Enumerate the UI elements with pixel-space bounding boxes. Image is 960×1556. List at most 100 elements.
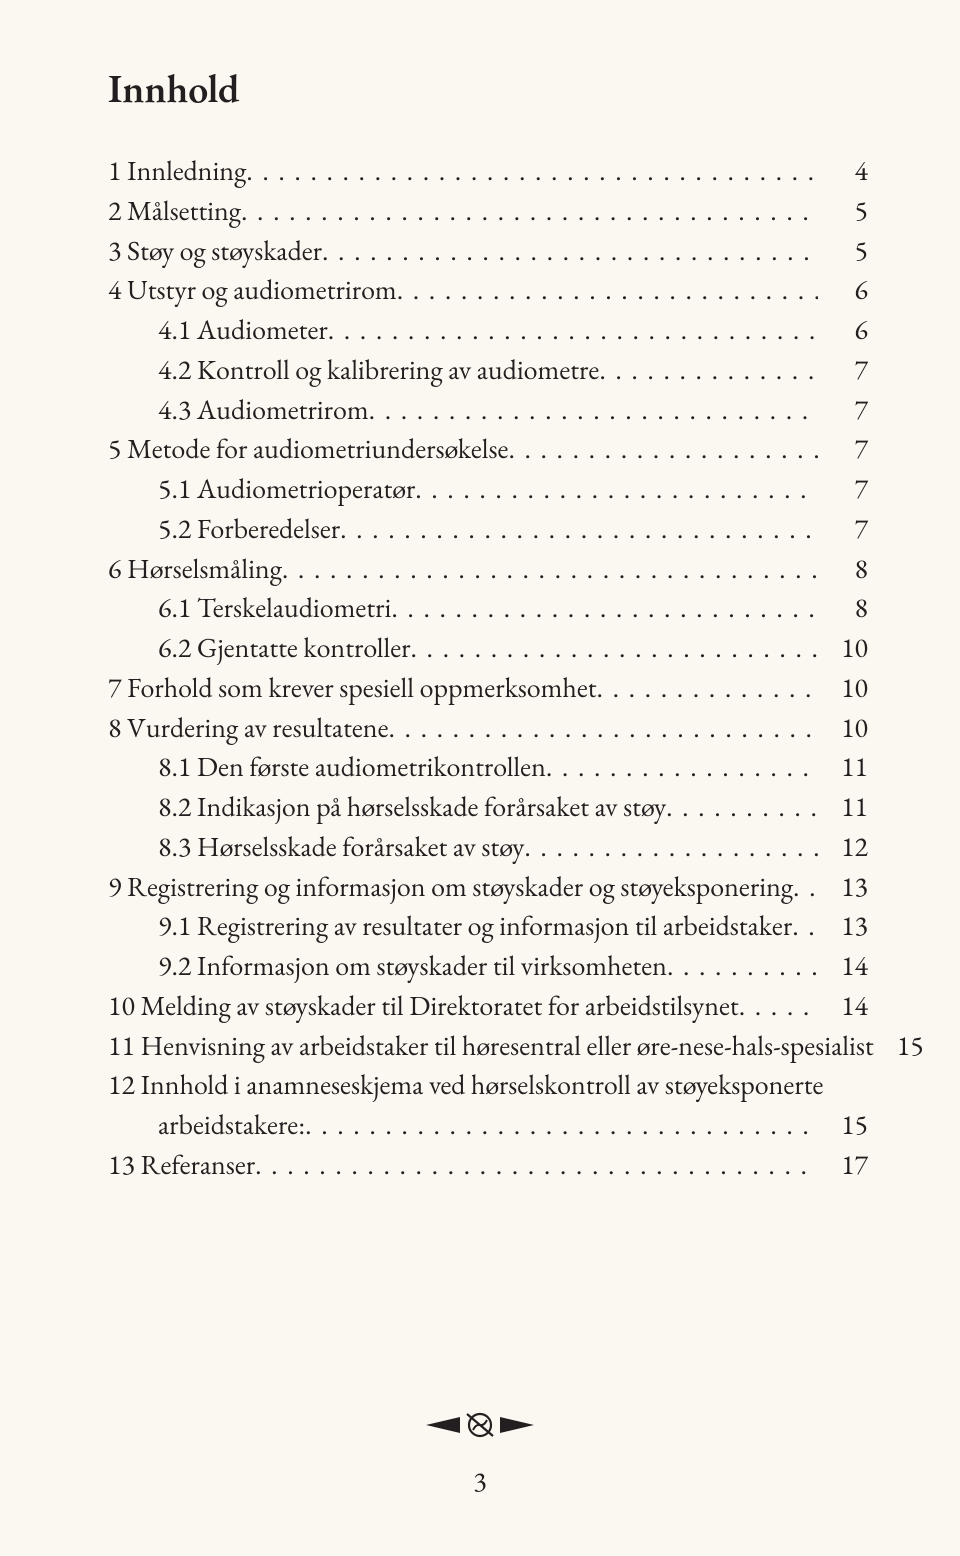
- toc-leader: [282, 550, 818, 590]
- toc-entry-page: 7: [818, 510, 868, 550]
- toc-entry-label: Terskelaudiometri: [197, 589, 391, 629]
- toc-entry-page: 14: [818, 947, 868, 987]
- toc-entry-page: 11: [818, 788, 868, 828]
- toc-entry-label: Hørselsskade forårsaket av støy: [197, 828, 524, 868]
- toc-entry-number: 3: [108, 232, 127, 272]
- toc-leader: [599, 351, 818, 391]
- toc-entry: 2 Målsetting5: [108, 192, 868, 232]
- toc-leader: [246, 152, 818, 192]
- page-ornament: [0, 1411, 960, 1444]
- toc-entry-number: 8.1: [108, 748, 197, 788]
- toc-entry-label: Den første audiometrikontrollen: [197, 748, 546, 788]
- toc-entry: 5 Metode for audiometriundersøkelse 7: [108, 430, 868, 470]
- toc-leader: [739, 987, 818, 1027]
- toc-entry-page: 10: [818, 669, 868, 709]
- toc-entry-number: 8.3: [108, 828, 197, 868]
- toc-entry-page: 11: [818, 748, 868, 788]
- toc-entry-label: Informasjon om støyskader til virksomhet…: [197, 947, 667, 987]
- toc-entry: 8.3 Hørselsskade forårsaket av støy12: [108, 828, 868, 868]
- toc-entry: 4.2 Kontroll og kalibrering av audiometr…: [108, 351, 868, 391]
- toc-leader: [666, 788, 818, 828]
- toc-entry: 3 Støy og støyskader5: [108, 232, 868, 272]
- document-page: Innhold 1 Innledning42 Målsetting53 Støy…: [0, 0, 960, 1556]
- toc-entry-label: Innhold i anamneseskjema ved hørselskont…: [140, 1066, 823, 1106]
- toc-entry-label: Gjentatte kontroller: [197, 629, 411, 669]
- toc-entry-number: 12: [108, 1066, 140, 1106]
- toc-leader: [391, 589, 818, 629]
- toc-entry: 4.3 Audiometrirom 7: [108, 391, 868, 431]
- toc-entry: 5.1 Audiometrioperatør 7: [108, 470, 868, 510]
- toc-entry: 4 Utstyr og audiometrirom 6: [108, 271, 868, 311]
- toc-entry-number: 2: [108, 192, 127, 232]
- toc-entry-label: Vurdering av resultatene: [127, 709, 388, 749]
- toc-entry-page: 15: [874, 1027, 924, 1067]
- toc-entry: 4.1 Audiometer6: [108, 311, 868, 351]
- toc-entry: 1 Innledning4: [108, 152, 868, 192]
- toc-entry-label: Audiometrirom: [197, 391, 369, 431]
- toc-entry-page: 14: [818, 987, 868, 1027]
- toc-entry-number: 1: [108, 152, 127, 192]
- toc-entry-page: 7: [818, 470, 868, 510]
- toc-entry-page: 8: [818, 550, 868, 590]
- toc-entry-number: 4.2: [108, 351, 197, 391]
- toc-entry-number: 10: [108, 987, 140, 1027]
- toc-entry-number: 5: [108, 430, 127, 470]
- toc-leader: [793, 868, 818, 908]
- toc-entry-label: Metode for audiometriundersøkelse: [127, 430, 508, 470]
- toc-entry-label: Støy og støyskader: [127, 232, 322, 272]
- toc-entry-continuation-label: arbeidstakere:: [108, 1106, 305, 1146]
- toc-leader: [524, 828, 818, 868]
- table-of-contents: 1 Innledning42 Målsetting53 Støy og støy…: [108, 152, 868, 1186]
- toc-leader: [328, 311, 818, 351]
- toc-entry: 9.1 Registrering av resultater og inform…: [108, 907, 868, 947]
- toc-leader: [597, 669, 818, 709]
- toc-entry-number: 5.2: [108, 510, 197, 550]
- toc-entry-page: 7: [818, 430, 868, 470]
- toc-entry: 6 Hørselsmåling8: [108, 550, 868, 590]
- toc-entry: 7 Forhold som krever spesiell oppmerksom…: [108, 669, 868, 709]
- toc-leader: [340, 510, 818, 550]
- toc-leader: [241, 192, 818, 232]
- toc-entry-number: 4.3: [108, 391, 197, 431]
- toc-entry-number: 6: [108, 550, 127, 590]
- toc-entry-page: 6: [818, 271, 868, 311]
- toc-entry: 13 Referanser17: [108, 1146, 868, 1186]
- toc-leader: [508, 430, 818, 470]
- toc-leader: [411, 629, 818, 669]
- toc-entry-number: 4: [108, 271, 127, 311]
- toc-entry-page: 7: [818, 351, 868, 391]
- toc-entry-number: 13: [108, 1146, 140, 1186]
- toc-entry-number: 5.1: [108, 470, 197, 510]
- toc-entry: 12 Innhold i anamneseskjema ved hørselsk…: [108, 1066, 868, 1106]
- toc-entry: 11 Henvisning av arbeidstaker til hørese…: [108, 1027, 868, 1067]
- toc-entry-page: 17: [818, 1146, 868, 1186]
- page-title: Innhold: [108, 62, 868, 114]
- toc-entry-page: 7: [818, 391, 868, 431]
- toc-entry: 10 Melding av støyskader til Direktorate…: [108, 987, 868, 1027]
- toc-leader: [369, 391, 818, 431]
- toc-entry-label: Forberedelser: [197, 510, 340, 550]
- toc-leader: [305, 1106, 818, 1146]
- toc-entry-page: 4: [818, 152, 868, 192]
- toc-entry: 9 Registrering og informasjon om støyska…: [108, 868, 868, 908]
- toc-entry-label: Forhold som krever spesiell oppmerksomhe…: [127, 669, 596, 709]
- toc-leader: [415, 470, 818, 510]
- toc-entry: 9.2 Informasjon om støyskader til virkso…: [108, 947, 868, 987]
- toc-entry-page: 8: [818, 589, 868, 629]
- toc-entry-label: Audiometrioperatør: [197, 470, 415, 510]
- toc-entry-label: Henvisning av arbeidstaker til høresentr…: [140, 1027, 873, 1067]
- toc-entry-number: 6.2: [108, 629, 197, 669]
- toc-leader: [388, 709, 818, 749]
- toc-leader: [322, 232, 818, 272]
- toc-leader: [792, 907, 818, 947]
- toc-entry-page: 5: [818, 192, 868, 232]
- toc-entry: 6.1 Terskelaudiometri 8: [108, 589, 868, 629]
- toc-entry-label: Audiometer: [197, 311, 328, 351]
- toc-entry-page: 6: [818, 311, 868, 351]
- toc-entry: 6.2 Gjentatte kontroller10: [108, 629, 868, 669]
- toc-entry-label: Melding av støyskader til Direktoratet f…: [140, 987, 738, 1027]
- toc-entry-label: Registrering og informasjon om støyskade…: [127, 868, 793, 908]
- toc-entry-number: 6.1: [108, 589, 197, 629]
- toc-entry-label: Utstyr og audiometrirom: [127, 271, 397, 311]
- toc-entry-number: 7: [108, 669, 127, 709]
